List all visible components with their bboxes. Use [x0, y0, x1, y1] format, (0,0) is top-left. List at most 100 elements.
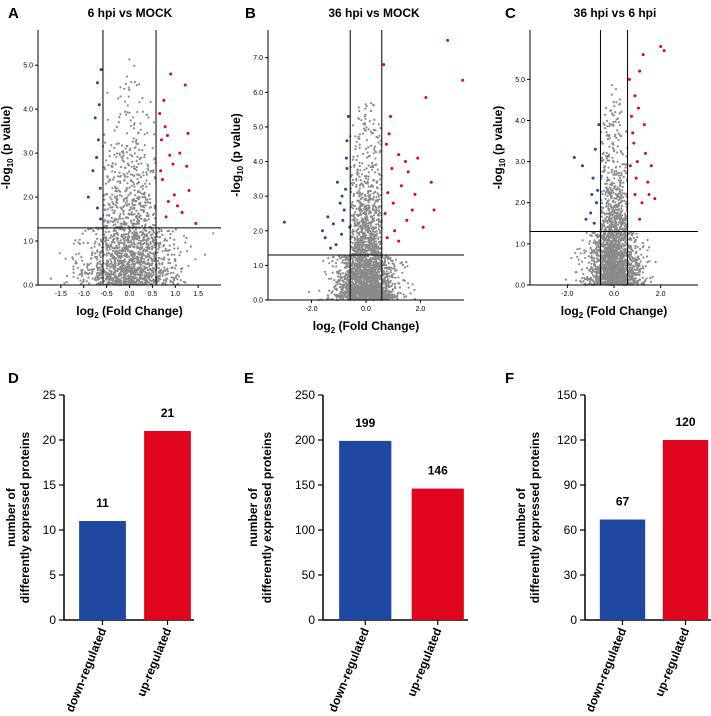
y-tick-label: 2.0: [253, 228, 263, 235]
gray-point: [119, 217, 122, 220]
gray-point: [580, 268, 584, 271]
gray-point: [117, 246, 120, 249]
gray-point: [131, 213, 134, 216]
gray-point: [636, 236, 639, 239]
gray-point: [370, 220, 373, 223]
gray-point: [378, 229, 381, 232]
gray-point: [110, 216, 113, 219]
gray-point: [132, 251, 135, 254]
gray-point: [359, 275, 362, 278]
gray-point: [141, 239, 144, 242]
up-regulated-point: [406, 170, 410, 174]
gray-point: [333, 293, 336, 296]
gray-point: [372, 263, 375, 266]
gray-point: [166, 272, 169, 276]
gray-point: [144, 281, 147, 284]
gray-point: [103, 253, 106, 256]
gray-point: [136, 247, 139, 250]
gray-point: [351, 207, 354, 210]
gray-point: [135, 209, 138, 212]
gray-point: [128, 58, 131, 61]
gray-point: [358, 137, 361, 140]
gray-point: [134, 269, 137, 272]
gray-point: [85, 280, 88, 283]
gray-point: [110, 164, 113, 168]
up-regulated-point: [383, 211, 387, 215]
gray-point: [377, 220, 380, 223]
gray-point: [588, 240, 591, 243]
up-regulated-point: [186, 131, 190, 135]
gray-point: [361, 257, 364, 260]
gray-point: [616, 129, 619, 132]
gray-point: [383, 257, 386, 260]
gray-point: [105, 247, 108, 250]
gray-point: [148, 256, 151, 259]
gray-point: [368, 120, 371, 123]
gray-point: [355, 179, 358, 182]
gray-point: [378, 231, 382, 234]
gray-point: [370, 282, 373, 285]
gray-point: [365, 167, 368, 170]
gray-point: [389, 271, 392, 274]
gray-point: [123, 233, 126, 236]
gray-point: [327, 277, 331, 280]
gray-point: [370, 273, 373, 276]
gray-point: [135, 160, 138, 163]
gray-point: [151, 233, 154, 236]
gray-point: [367, 198, 370, 201]
gray-point: [364, 103, 367, 106]
gray-point: [129, 119, 132, 122]
gray-point: [165, 239, 168, 242]
gray-point: [65, 281, 68, 284]
gray-point: [139, 270, 142, 273]
gray-point: [146, 262, 149, 265]
gray-point: [116, 259, 120, 263]
gray-point: [128, 235, 131, 238]
gray-point: [94, 255, 97, 258]
gray-point: [119, 225, 122, 228]
gray-point: [164, 274, 167, 277]
up-regulated-point: [387, 132, 391, 136]
gray-point: [135, 276, 138, 279]
gray-point: [393, 265, 396, 268]
gray-point: [113, 209, 116, 212]
gray-point: [124, 280, 128, 283]
gray-point: [333, 279, 336, 282]
gray-point: [141, 224, 144, 227]
gray-point: [156, 259, 159, 263]
gray-point: [613, 177, 616, 180]
gray-point: [384, 297, 387, 300]
gray-point: [336, 258, 339, 261]
gray-point: [335, 265, 338, 268]
gray-point: [372, 205, 375, 208]
gray-point: [131, 262, 134, 265]
gray-point: [337, 295, 340, 298]
gray-point: [106, 118, 109, 121]
gray-point: [118, 194, 121, 197]
gray-point: [170, 276, 173, 279]
gray-point: [376, 291, 379, 294]
gray-point: [74, 239, 77, 242]
down-regulated-point: [334, 243, 338, 247]
gray-point: [58, 252, 61, 255]
gray-point: [72, 258, 75, 261]
gray-point: [606, 195, 609, 198]
gray-point: [396, 297, 399, 300]
gray-point: [641, 276, 644, 279]
gray-point: [399, 262, 402, 265]
gray-point: [105, 275, 108, 279]
gray-point: [90, 272, 94, 275]
gray-point: [129, 191, 132, 194]
gray-point: [124, 273, 127, 276]
gray-point: [364, 227, 367, 230]
gray-point: [368, 291, 371, 294]
gray-point: [143, 206, 146, 209]
gray-point: [152, 169, 155, 172]
gray-point: [126, 269, 129, 273]
up-regulated-point: [178, 151, 182, 155]
gray-point: [129, 258, 132, 261]
panel-letter: C: [505, 5, 516, 22]
gray-point: [144, 219, 148, 222]
gray-point: [135, 231, 138, 234]
